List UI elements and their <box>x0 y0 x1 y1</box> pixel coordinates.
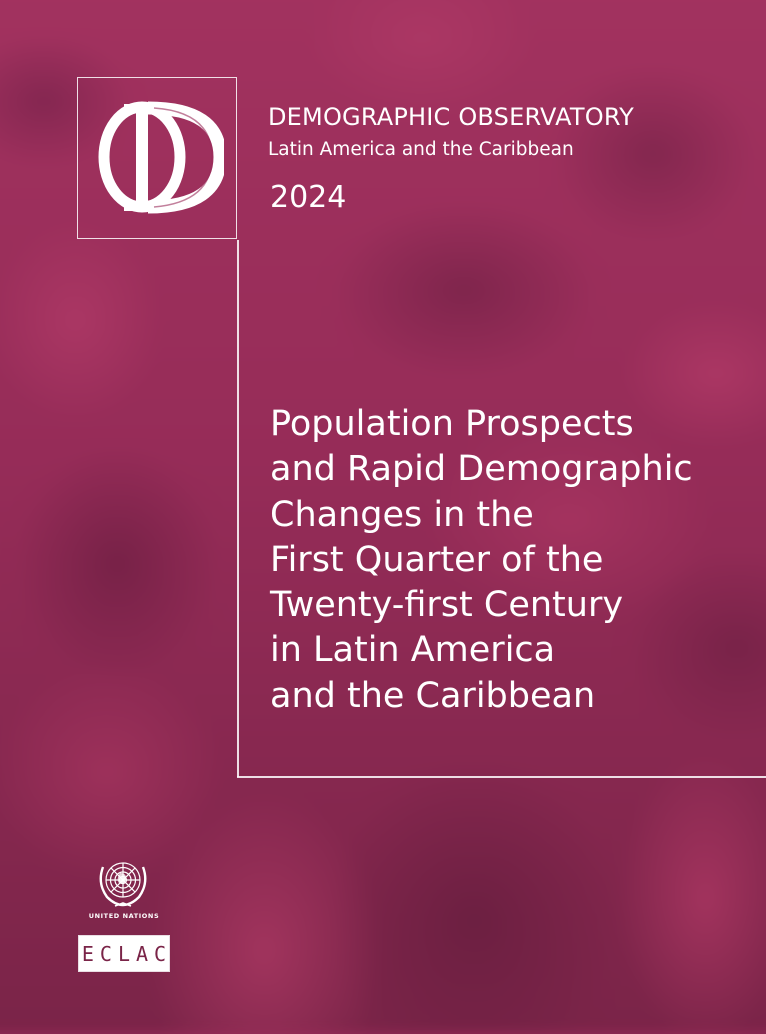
publication-year: 2024 <box>270 180 347 215</box>
document-title: Population Prospects and Rapid Demograph… <box>270 402 693 719</box>
od-monogram-icon <box>98 101 224 214</box>
eclac-logo: ECLAC <box>78 935 170 972</box>
title-line: Population Prospects <box>270 404 634 444</box>
title-line: Changes in the <box>270 494 534 535</box>
title-line: in Latin America <box>270 630 556 671</box>
un-emblem-icon <box>99 862 147 907</box>
series-title: DEMOGRAPHIC OBSERVATORY <box>268 103 635 131</box>
title-line: and Rapid Demographic <box>270 449 693 490</box>
title-line: and the Caribbean <box>270 675 596 716</box>
logo-frame <box>77 77 237 239</box>
frame-horizontal-rule <box>237 776 766 778</box>
title-line: Twenty-first Century <box>270 585 624 626</box>
un-caption: UNITED NATIONS <box>88 912 160 920</box>
series-subtitle: Latin America and the Caribbean <box>268 139 574 160</box>
frame-vertical-rule <box>237 240 239 777</box>
title-line: First Quarter of the <box>270 539 604 580</box>
